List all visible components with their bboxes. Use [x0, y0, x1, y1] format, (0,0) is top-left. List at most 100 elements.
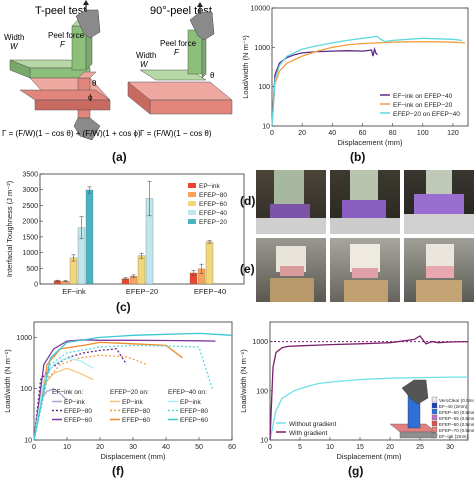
peel90-peel-force: Peel force — [160, 39, 197, 48]
panel-d-label: (d) — [240, 194, 255, 208]
legend-label: Without gradient — [289, 421, 337, 428]
x-tick-label: 5 — [298, 444, 302, 451]
inset-legend-label: EF−40 (2mm) — [439, 404, 468, 409]
panel-g: 0 5 10 15 20 25 30 10 100 1000 Displacement (mm) Lo… — [240, 314, 474, 480]
chart-c: 0 500 1000 1500 2000 2500 3000 3500 Interfacial … — [0, 166, 250, 300]
x-tick-label: 100 — [417, 130, 429, 137]
x-tick-label: 40 — [328, 130, 336, 137]
tpeel-equation: Γ = (F/W)(1 − cos θ) + (F/W)(1 + cos ϕ) — [2, 129, 141, 138]
legend-swatch — [188, 219, 196, 224]
x-tick-label: 120 — [447, 130, 459, 137]
y-tick-label: 0 — [34, 282, 38, 289]
chart-b: 0 20 40 60 80 100 120 10 100 1000 10000 Displacemen… — [240, 0, 474, 150]
y-tick-label: 10000 — [251, 6, 271, 13]
legend-group-title: EFEP−40 on: — [168, 389, 207, 396]
x-tick-label: 25 — [416, 444, 424, 451]
y-tick-label: 100 — [20, 386, 32, 393]
inset-legend-swatch — [432, 409, 437, 414]
category-label: EF−ink — [62, 287, 86, 296]
x-tick-label: 10 — [63, 444, 71, 451]
bar — [70, 258, 77, 284]
legend-label: EFEP−60 — [199, 201, 227, 208]
legend-swatch — [188, 192, 196, 197]
inset-legend-label: EFEP−60 (0.5mm) — [439, 422, 474, 427]
y-axis-label: Interfacial Toughness (J m⁻²) — [5, 180, 14, 277]
legend-label: EFEP−60 — [180, 417, 208, 424]
svg-text:θ: θ — [210, 71, 215, 80]
legend-label: EFEP−80 — [199, 192, 227, 199]
x-tick-label: 20 — [386, 444, 394, 451]
photo-e1 — [256, 238, 326, 302]
y-tick-label: 100 — [256, 388, 268, 395]
y-tick-label: 10 — [24, 438, 32, 445]
inset-legend-swatch — [432, 415, 437, 420]
legend-label: EFEP−80 — [122, 408, 150, 415]
y-tick-label: 1000 — [22, 250, 38, 257]
y-axis-label: Load/width (N m⁻¹) — [240, 349, 248, 413]
legend-label: EP−ink — [199, 183, 221, 190]
y-tick-label: 3000 — [22, 187, 38, 194]
legend-label: EP−ink — [122, 399, 144, 406]
legend-swatch — [188, 201, 196, 206]
legend-swatch — [188, 210, 196, 215]
x-tick-label: 40 — [162, 444, 170, 451]
inset-legend-swatch — [432, 421, 437, 426]
bar — [206, 242, 213, 284]
legend-label: EFEP−20 — [199, 219, 227, 226]
chart-g: 0 5 10 15 20 25 30 10 100 1000 Displacement (mm) Lo… — [240, 314, 474, 464]
y-tick-label: 100 — [258, 84, 270, 91]
y-tick-label: 1000 — [16, 335, 32, 342]
y-tick-label: 500 — [26, 266, 38, 273]
legend-swatch — [188, 183, 196, 188]
x-tick-label: 20 — [96, 444, 104, 451]
inset-legend-swatch — [432, 403, 437, 408]
legend-label: EF−ink on EFEP−40 — [393, 93, 453, 100]
y-tick-label: 10 — [262, 124, 270, 131]
x-tick-label: 50 — [195, 444, 203, 451]
y-tick-label: 1000 — [252, 339, 268, 346]
series-line — [34, 333, 232, 440]
y-tick-label: 2500 — [22, 203, 38, 210]
panel-f-label: (f) — [112, 464, 124, 478]
inset-legend-swatch — [432, 427, 437, 432]
panel-c-label: (c) — [116, 300, 131, 314]
panel-f: 0 10 20 30 40 50 60 10 100 1000 Displacement (mm) L… — [0, 314, 240, 480]
x-tick-label: 0 — [32, 444, 36, 451]
legend-label: With gradient — [289, 430, 327, 437]
peel-test-schematic: T-peel test Peel force F Width W θ ϕ 90°… — [0, 0, 240, 166]
x-tick-label: 20 — [298, 130, 306, 137]
legend-label: EP−ink — [180, 399, 202, 406]
tpeel-width-label: Width — [4, 33, 24, 42]
svg-text:W: W — [10, 42, 19, 51]
legend-label: EFEP−60 — [122, 417, 150, 424]
peel90-equation: Γ = (F/W)(1 − cos θ) — [140, 129, 212, 138]
tpeel-peel-force: Peel force — [48, 31, 85, 40]
x-tick-label: 0 — [268, 444, 272, 451]
y-tick-label: 1000 — [254, 45, 270, 52]
panel-d: (d) — [256, 170, 474, 234]
bar — [86, 190, 93, 284]
inset-ink-layer — [400, 432, 436, 438]
legend-group-title: EF−ink on: — [52, 389, 83, 396]
panel-a-label: (a) — [112, 150, 127, 164]
photo-d2 — [330, 170, 400, 234]
inset-legend-swatch — [432, 397, 437, 402]
panel-c: 0 500 1000 1500 2000 2500 3000 3500 Interfacial … — [0, 166, 250, 314]
y-axis-label: Load/width (N m⁻¹) — [241, 35, 250, 99]
legend-label: EFEP−80 — [180, 408, 208, 415]
legend-group-title: EFEP−20 on: — [110, 389, 149, 396]
svg-text:θ: θ — [92, 79, 97, 88]
svg-text:ϕ: ϕ — [88, 93, 93, 102]
legend-label: EF−ink on EFEP−20 — [393, 102, 453, 109]
bar — [138, 256, 145, 284]
legend-label: EFEP−60 — [64, 417, 92, 424]
panel-b-label: (b) — [350, 150, 365, 164]
photo-e3 — [404, 238, 474, 302]
inset-grip — [402, 380, 428, 404]
x-tick-label: 60 — [359, 130, 367, 137]
inset-legend-label: EFEP−70 (0.5mm) — [439, 428, 474, 433]
y-tick-label: 1500 — [22, 234, 38, 241]
inset-legend-label: EFEP−50 (0.5mm) — [439, 410, 474, 415]
svg-text:F: F — [174, 48, 180, 57]
